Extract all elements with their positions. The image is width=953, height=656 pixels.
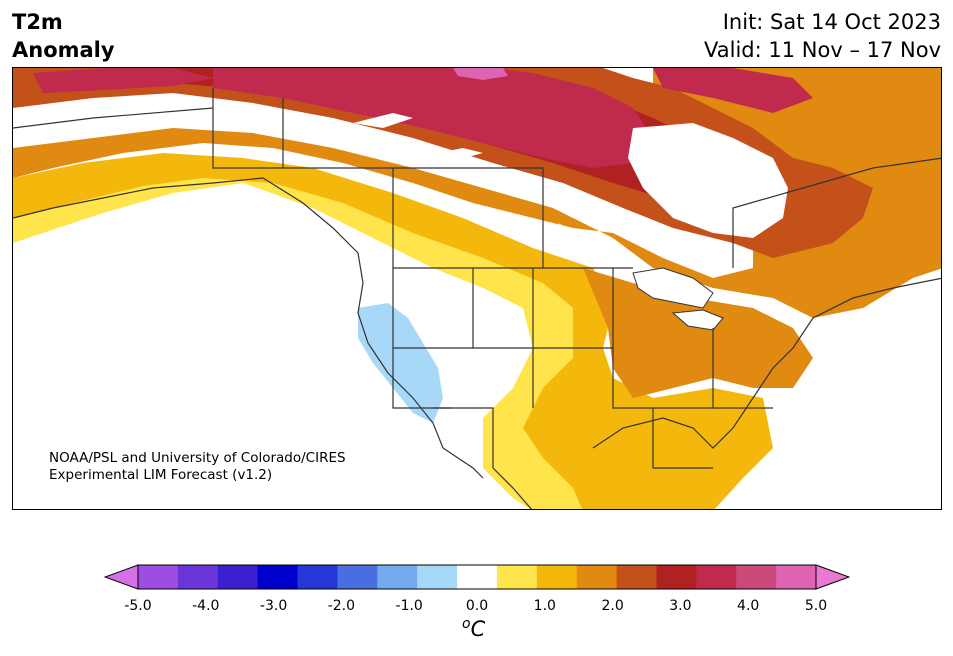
boundaries bbox=[13, 88, 941, 509]
anomaly-region-far-warm bbox=[33, 68, 813, 168]
colorbar-tick-label: -2.0 bbox=[327, 598, 356, 614]
map-title: T2m Anomaly bbox=[12, 8, 115, 64]
valid-date: Valid: 11 Nov – 17 Nov bbox=[704, 38, 941, 62]
colorbar-ticks: -5.0 -4.0 -3.0 -2.0 -1.0 0.0 1.0 2.0 3.0 4.0 5.0 bbox=[0, 598, 953, 618]
colorbar-segment bbox=[457, 565, 498, 589]
anomaly-map bbox=[13, 68, 941, 509]
colorbar-tick-label: -1.0 bbox=[395, 598, 423, 614]
unit-superscript: o bbox=[462, 616, 471, 632]
colorbar-segment bbox=[217, 565, 259, 589]
colorbar-segment bbox=[696, 565, 737, 589]
colorbar-segment bbox=[417, 565, 458, 589]
colorbar-segment bbox=[297, 565, 338, 589]
colorbar bbox=[104, 564, 850, 590]
colorbar-segment bbox=[377, 565, 418, 589]
colorbar-segment bbox=[138, 565, 179, 589]
anomaly-region-cool bbox=[358, 303, 443, 423]
colorbar-tick-label: 5.0 bbox=[804, 598, 828, 614]
credit-line-1: NOAA/PSL and University of Colorado/CIRE… bbox=[49, 450, 346, 466]
arctic-islands bbox=[353, 113, 588, 243]
init-date: Init: Sat 14 Oct 2023 bbox=[722, 10, 941, 34]
colorbar-outline bbox=[137, 564, 817, 590]
credit-line-2: Experimental LIM Forecast (v1.2) bbox=[49, 467, 273, 483]
colorbar-tick-label: 1.0 bbox=[533, 598, 556, 614]
colorbar-segment bbox=[616, 565, 657, 589]
variable-name: T2m bbox=[12, 10, 63, 34]
map-panel bbox=[12, 67, 942, 510]
colorbar-segment bbox=[177, 565, 219, 589]
colorbar-tick-label: 0.0 bbox=[465, 598, 489, 614]
colorbar-segment bbox=[536, 565, 578, 589]
colorbar-arrow-high bbox=[815, 564, 850, 590]
colorbar-tick-label: 4.0 bbox=[737, 598, 760, 614]
great-lakes bbox=[632, 267, 724, 331]
colorbar-segments bbox=[138, 565, 817, 589]
colorbar-segment bbox=[337, 565, 378, 589]
anomaly-region-slight bbox=[13, 163, 663, 509]
hudson-bay bbox=[628, 123, 788, 238]
anomaly-region-peak bbox=[453, 68, 508, 80]
forecast-dates: Init: Sat 14 Oct 2023 Valid: 11 Nov – 17… bbox=[704, 8, 941, 64]
colorbar-tick-label: -3.0 bbox=[259, 598, 288, 614]
colorbar-arrow-low bbox=[104, 564, 139, 590]
unit-letter: C bbox=[470, 617, 486, 641]
variable-type: Anomaly bbox=[12, 38, 115, 62]
colorbar-segment bbox=[496, 565, 538, 589]
anomaly-region-warm bbox=[13, 68, 873, 258]
colorbar-segment bbox=[776, 565, 817, 589]
anomaly-region-mild bbox=[13, 153, 773, 509]
colorbar-segment bbox=[736, 565, 777, 589]
colorbar-segment bbox=[656, 565, 697, 589]
colorbar-tick-label: -4.0 bbox=[192, 598, 220, 614]
colorbar-tick-label: -5.0 bbox=[124, 598, 152, 614]
colorbar-unit: oC bbox=[462, 616, 485, 641]
colorbar-tick-label: 2.0 bbox=[601, 598, 624, 614]
credit-text: NOAA/PSL and University of Colorado/CIRE… bbox=[49, 450, 346, 484]
colorbar-tick-label: 3.0 bbox=[669, 598, 692, 614]
colorbar-segment bbox=[576, 565, 618, 589]
colorbar-segment bbox=[257, 565, 299, 589]
